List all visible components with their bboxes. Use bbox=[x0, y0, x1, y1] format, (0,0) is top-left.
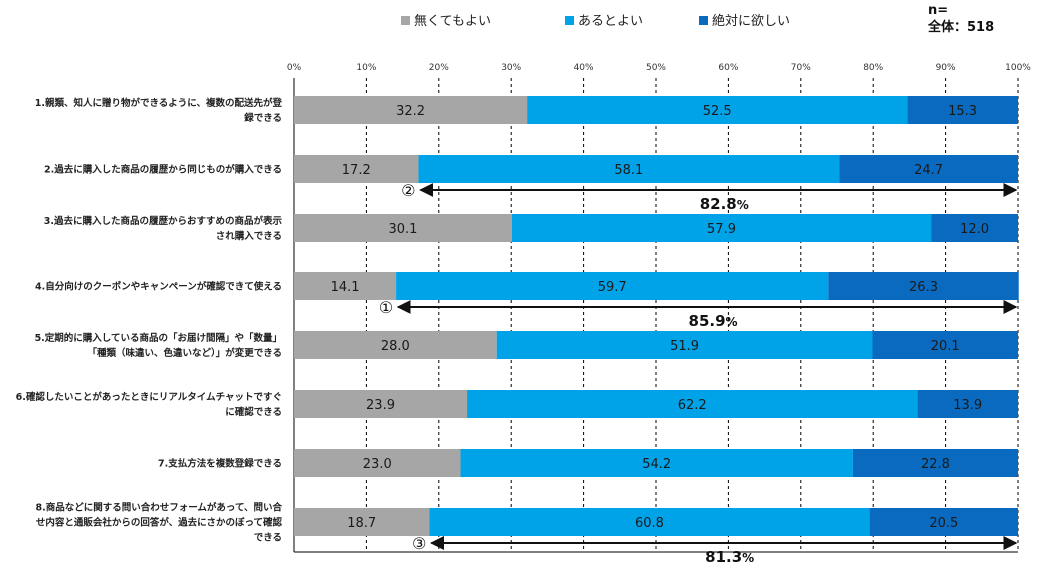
bar-segment bbox=[496, 331, 873, 359]
legend-swatch-must bbox=[699, 16, 708, 25]
bar-value-label: 18.7 bbox=[347, 516, 376, 531]
category-label: できる bbox=[254, 533, 282, 544]
bar-value-label: 51.9 bbox=[670, 339, 699, 354]
bracket-marker: ③ bbox=[412, 534, 426, 553]
category-label: に確認できる bbox=[225, 406, 282, 418]
x-tick-label: 50% bbox=[646, 63, 666, 73]
category-label: 4.自分向けのクーポンやキャンペーンが確認できて使える bbox=[35, 281, 282, 293]
category-label: 7.支払方法を複数登録できる bbox=[158, 458, 282, 470]
legend-label-none: 無くてもよい bbox=[414, 14, 491, 29]
bar-segment bbox=[527, 96, 908, 124]
bar-segment bbox=[396, 272, 829, 300]
x-tick-label: 10% bbox=[356, 63, 376, 73]
bar-segment bbox=[418, 155, 840, 183]
bar-value-label: 20.1 bbox=[931, 339, 960, 354]
bar-segment bbox=[294, 214, 512, 242]
bar-value-label: 13.9 bbox=[953, 398, 982, 413]
bar-segment bbox=[872, 331, 1018, 359]
bar-value-label: 59.7 bbox=[598, 280, 627, 295]
category-label: 2.過去に購入した商品の履歴から同じものが購入できる bbox=[44, 164, 282, 176]
bar-segment bbox=[852, 449, 1018, 477]
x-tick-label: 80% bbox=[863, 63, 883, 73]
bar-segment bbox=[931, 214, 1018, 242]
x-tick-label: 60% bbox=[718, 63, 738, 73]
category-label: せ内容と通販会社からの回答が、過去にさかのぼって確認 bbox=[36, 517, 283, 529]
bar-value-label: 54.2 bbox=[642, 457, 671, 472]
bar-segment bbox=[907, 96, 1018, 124]
bar-segment bbox=[429, 508, 870, 536]
category-label: 録できる bbox=[244, 112, 282, 124]
bar-segment bbox=[294, 331, 497, 359]
bar-segment bbox=[294, 449, 461, 477]
category-label: 8.商品などに関する問い合わせフォームがあって、問い合 bbox=[36, 502, 283, 514]
bracket-total-label: 82.8% bbox=[700, 195, 749, 213]
bar-segment bbox=[294, 272, 397, 300]
bar-value-label: 23.0 bbox=[363, 457, 392, 472]
bar-value-label: 30.1 bbox=[388, 222, 417, 237]
bracket-total-label: 81.3% bbox=[705, 548, 754, 566]
bracket-marker: ② bbox=[401, 181, 415, 200]
legend-swatch-nice bbox=[565, 16, 574, 25]
x-tick-label: 90% bbox=[936, 63, 956, 73]
bar-value-label: 24.7 bbox=[914, 163, 943, 178]
legend-swatch-none bbox=[401, 16, 410, 25]
bar-value-label: 20.5 bbox=[929, 516, 958, 531]
bar-value-label: 62.2 bbox=[678, 398, 707, 413]
bracket-marker: ① bbox=[379, 298, 393, 317]
bar-segment bbox=[460, 449, 853, 477]
bar-segment bbox=[869, 508, 1018, 536]
category-label: され購入できる bbox=[216, 230, 282, 242]
bar-segment bbox=[294, 155, 419, 183]
category-label: 3.過去に購入した商品の履歴からおすすめの商品が表示 bbox=[44, 215, 283, 227]
bar-value-label: 32.2 bbox=[396, 104, 425, 119]
bar-value-label: 60.8 bbox=[635, 516, 664, 531]
bar-segment bbox=[294, 96, 528, 124]
bar-segment bbox=[467, 390, 918, 418]
bar-value-label: 17.2 bbox=[342, 163, 371, 178]
x-tick-label: 70% bbox=[791, 63, 811, 73]
x-tick-label: 40% bbox=[574, 63, 594, 73]
bar-value-label: 58.1 bbox=[614, 163, 643, 178]
bar-value-label: 12.0 bbox=[960, 222, 989, 237]
plot-area: 0% 10% 20% 30% 40% 50% 60% 70% 80% 90% 100% 1.親類、知人… bbox=[16, 63, 1032, 566]
bar-segment bbox=[828, 272, 1019, 300]
bar-value-label: 23.9 bbox=[366, 398, 395, 413]
bracket-total-label: 85.9% bbox=[689, 312, 738, 330]
sample-size-total: 全体：518 bbox=[927, 19, 994, 35]
sample-size-label: n= bbox=[928, 3, 948, 18]
category-label: 1.親類、知人に贈り物ができるように、複数の配送先が登 bbox=[35, 97, 283, 109]
legend: 無くてもよい あるとよい 絶対に欲しい bbox=[401, 13, 790, 29]
bar-segment bbox=[839, 155, 1018, 183]
x-tick-label: 30% bbox=[501, 63, 521, 73]
legend-label-must: 絶対に欲しい bbox=[712, 13, 790, 29]
bar-segment bbox=[294, 390, 468, 418]
x-tick-label: 20% bbox=[429, 63, 449, 73]
bar-value-label: 28.0 bbox=[381, 339, 410, 354]
bar-value-label: 14.1 bbox=[331, 280, 360, 295]
bar-segment bbox=[917, 390, 1018, 418]
bar-segment bbox=[294, 508, 430, 536]
bar-value-label: 57.9 bbox=[707, 222, 736, 237]
category-label: 5.定期的に購入している商品の「お届け間隔」や「数量」 bbox=[35, 332, 282, 344]
category-label: 「種類（味違い、色違いなど）」が変更できる bbox=[87, 347, 282, 359]
legend-label-nice: あるとよい bbox=[578, 14, 643, 29]
bar-value-label: 26.3 bbox=[909, 280, 938, 295]
x-tick-label: 0% bbox=[287, 63, 302, 73]
bar-value-label: 15.3 bbox=[948, 104, 977, 119]
x-tick-label: 100% bbox=[1005, 63, 1031, 73]
bar-segment bbox=[511, 214, 932, 242]
bar-value-label: 52.5 bbox=[703, 104, 732, 119]
bar-value-label: 22.8 bbox=[921, 457, 950, 472]
category-label: 6.確認したいことがあったときにリアルタイムチャットですぐ bbox=[16, 391, 282, 403]
